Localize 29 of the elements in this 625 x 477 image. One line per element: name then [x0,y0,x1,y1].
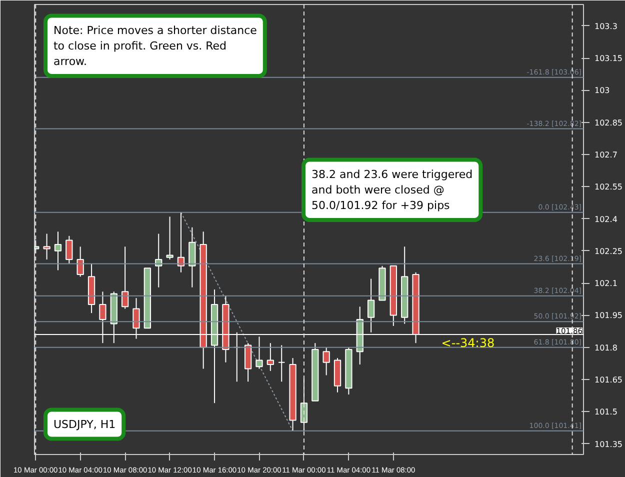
annotation: Note: Price moves a shorter distance to close in profit. Green vs. Red arrow. [53,24,258,68]
y-tick-label: 102.25 [594,246,622,256]
candlestick [121,246,129,310]
y-tick-label: 102.7 [594,150,618,160]
annotation: <--34:38 [441,336,495,350]
candlestick [76,246,84,278]
candlestick [66,235,73,264]
y-tick-label: 102.55 [594,182,622,192]
candlestick [278,344,286,382]
annotation: USDJPY, H1 [53,418,116,431]
y-tick-label: 103.15 [594,54,622,64]
y-tick-label: 101.8 [594,343,618,352]
candlestick [43,233,50,260]
candlestick [188,226,196,288]
y-tick-label: 102.1 [594,279,618,288]
candlestick [54,231,62,271]
y-tick-label: 102.4 [594,214,618,224]
candlestick [322,346,330,376]
candlestick [244,342,252,382]
annotation: 38.2 and 23.6 were triggered and both were closed @ 50.0/101.92 for +39 pips [312,168,473,212]
y-tick-label: 101.95 [594,311,622,320]
candlestick [166,216,174,260]
y-tick-label: 101.5 [594,408,618,417]
candlestick [266,342,274,372]
y-tick-label: 101.65 [594,376,622,384]
y-tick-label: 102.85 [594,118,622,128]
y-tick-label: 103.3 [594,22,618,31]
y-tick-label: 103 [594,86,610,96]
y-tick-label: 101.35 [594,440,622,449]
